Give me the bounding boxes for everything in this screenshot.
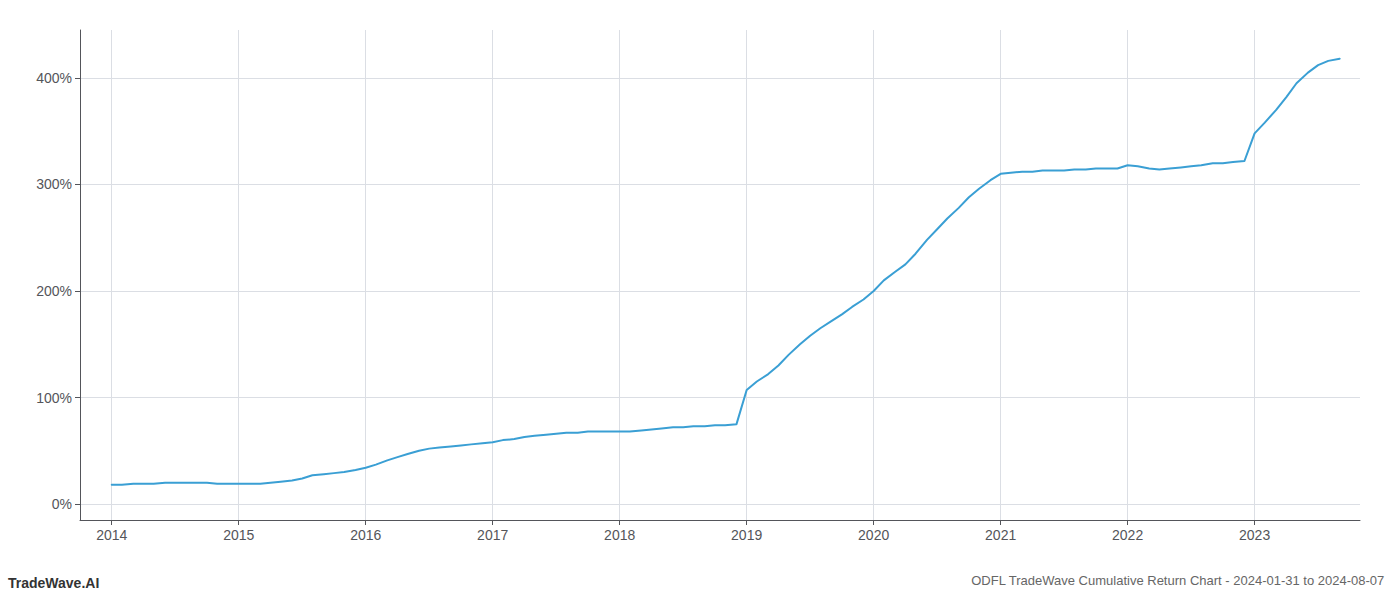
svg-text:2014: 2014 xyxy=(96,527,127,543)
svg-text:2020: 2020 xyxy=(858,527,889,543)
svg-text:2022: 2022 xyxy=(1112,527,1143,543)
svg-text:2015: 2015 xyxy=(223,527,254,543)
svg-text:0%: 0% xyxy=(52,496,72,512)
svg-text:2023: 2023 xyxy=(1239,527,1270,543)
svg-text:2018: 2018 xyxy=(604,527,635,543)
svg-text:ODFL TradeWave Cumulative Retu: ODFL TradeWave Cumulative Return Chart -… xyxy=(971,573,1384,588)
svg-text:400%: 400% xyxy=(36,70,72,86)
svg-text:2016: 2016 xyxy=(350,527,381,543)
svg-text:200%: 200% xyxy=(36,283,72,299)
svg-text:2017: 2017 xyxy=(477,527,508,543)
svg-text:2019: 2019 xyxy=(731,527,762,543)
svg-text:2021: 2021 xyxy=(985,527,1016,543)
svg-text:100%: 100% xyxy=(36,390,72,406)
svg-text:300%: 300% xyxy=(36,176,72,192)
svg-text:TradeWave.AI: TradeWave.AI xyxy=(8,575,99,591)
